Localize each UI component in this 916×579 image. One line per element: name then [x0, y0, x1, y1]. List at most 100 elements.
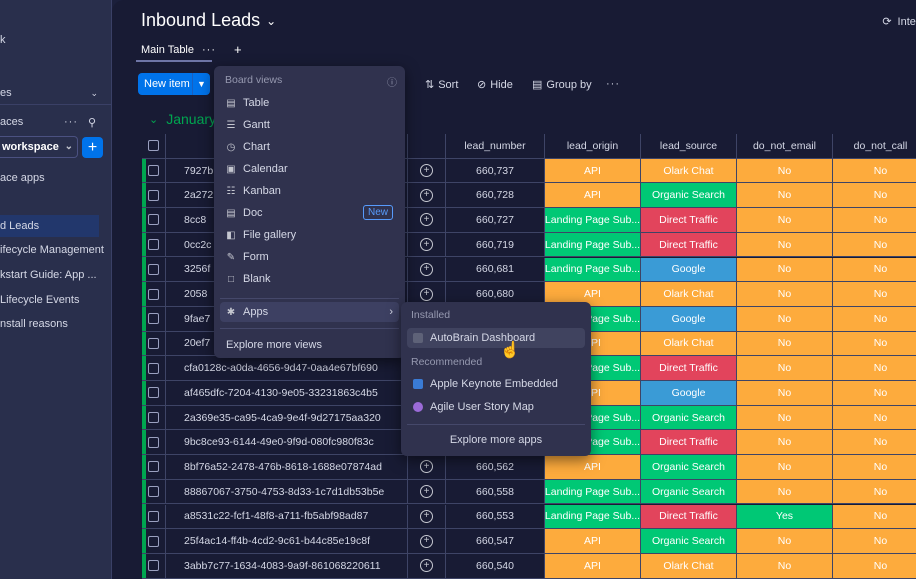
- do-not-call-status[interactable]: No: [833, 257, 916, 283]
- more-icon[interactable]: ···: [202, 43, 216, 56]
- table-row[interactable]: 8cc8 +660,727 Landing Page Sub... Direct Tr…: [142, 208, 916, 233]
- checkbox[interactable]: [148, 189, 159, 201]
- row-checkbox-cell[interactable]: [142, 331, 166, 357]
- lead-origin-status[interactable]: API: [545, 553, 641, 579]
- do-not-call-status[interactable]: No: [833, 208, 916, 233]
- do-not-call-status[interactable]: No: [833, 331, 916, 357]
- table-row[interactable]: 0cc2c +660,719 Landing Page Sub... Direct T…: [142, 232, 916, 258]
- sidebar-item-workspaces[interactable]: aces ··· ⚲: [0, 116, 97, 129]
- do-not-email-status[interactable]: No: [737, 331, 833, 357]
- do-not-email-status[interactable]: No: [737, 479, 833, 505]
- lead-source-status[interactable]: Olark Chat: [641, 158, 737, 184]
- menu-item-doc[interactable]: ▤ Doc New: [220, 203, 399, 223]
- checkbox[interactable]: [148, 239, 159, 251]
- row-checkbox-cell[interactable]: [142, 208, 166, 233]
- add-update-icon[interactable]: +: [420, 509, 433, 523]
- menu-item-blank[interactable]: □ Blank: [227, 273, 271, 285]
- row-checkbox-cell[interactable]: [142, 356, 166, 381]
- row-checkbox-cell[interactable]: [142, 183, 166, 209]
- tab-main-table[interactable]: Main Table: [141, 43, 194, 56]
- row-checkbox-cell[interactable]: [142, 529, 166, 554]
- do-not-email-status[interactable]: Yes: [737, 504, 833, 530]
- table-row[interactable]: 2058 +660,680 API Olark Chat No No: [142, 282, 916, 307]
- do-not-call-status[interactable]: No: [833, 529, 916, 554]
- item-name[interactable]: a8531c22-fcf1-48f8-a711-fb5abf98ad87: [166, 504, 408, 530]
- sidebar-item-workspace-apps[interactable]: ace apps: [0, 172, 45, 184]
- lead-source-status[interactable]: Organic Search: [641, 183, 737, 209]
- menu-item-form[interactable]: ✎ Form: [226, 251, 269, 263]
- updates-cell[interactable]: +: [408, 208, 446, 233]
- do-not-email-status[interactable]: No: [737, 381, 833, 406]
- do-not-call-status[interactable]: No: [833, 183, 916, 209]
- checkbox[interactable]: [148, 412, 159, 424]
- checkbox[interactable]: [148, 387, 159, 399]
- do-not-call-status[interactable]: No: [833, 430, 916, 456]
- integrate-button[interactable]: ⟳ Integ: [882, 15, 916, 29]
- row-checkbox-cell[interactable]: [142, 479, 166, 505]
- do-not-email-status[interactable]: No: [737, 306, 833, 332]
- lead-source-status[interactable]: Organic Search: [641, 479, 737, 505]
- do-not-call-status[interactable]: No: [833, 306, 916, 332]
- sort-button[interactable]: ⇅ Sort: [425, 78, 459, 92]
- item-name[interactable]: 3abb7c77-1634-4083-9a9f-861068220611: [166, 553, 408, 579]
- add-update-icon[interactable]: +: [420, 164, 433, 178]
- chevron-down-icon[interactable]: ▼: [192, 73, 210, 95]
- checkbox[interactable]: [148, 486, 159, 498]
- lead-source-status[interactable]: Organic Search: [641, 405, 737, 431]
- board-title[interactable]: Inbound Leads ⌄: [141, 10, 277, 30]
- checkbox[interactable]: [148, 288, 159, 300]
- updates-cell[interactable]: +: [408, 158, 446, 184]
- do-not-email-status[interactable]: No: [737, 208, 833, 233]
- lead-origin-status[interactable]: API: [545, 529, 641, 554]
- menu-item-gantt[interactable]: ☰ Gantt: [226, 119, 270, 131]
- add-update-icon[interactable]: +: [420, 213, 433, 227]
- header-checkbox[interactable]: [142, 134, 166, 159]
- lead-source-status[interactable]: Olark Chat: [641, 282, 737, 307]
- app-agile-user-story-map[interactable]: Agile User Story Map: [407, 397, 585, 417]
- menu-item-chart[interactable]: ◷ Chart: [226, 141, 270, 153]
- do-not-email-status[interactable]: No: [737, 430, 833, 456]
- do-not-email-status[interactable]: No: [737, 529, 833, 554]
- lead-source-status[interactable]: Organic Search: [641, 529, 737, 554]
- lead-source-status[interactable]: Olark Chat: [641, 553, 737, 579]
- do-not-email-status[interactable]: No: [737, 183, 833, 209]
- row-checkbox-cell[interactable]: [142, 455, 166, 480]
- lead-source-status[interactable]: Direct Traffic: [641, 208, 737, 233]
- do-not-email-status[interactable]: No: [737, 455, 833, 480]
- hide-button[interactable]: ⊘ Hide: [477, 78, 513, 92]
- lead-source-status[interactable]: Direct Traffic: [641, 232, 737, 258]
- do-not-call-status[interactable]: No: [833, 356, 916, 381]
- sidebar-item-lifecycle-events[interactable]: Lifecycle Events: [0, 294, 80, 306]
- explore-more-views[interactable]: Explore more views: [226, 339, 322, 351]
- row-checkbox-cell[interactable]: [142, 257, 166, 283]
- lead-origin-status[interactable]: Landing Page Sub...: [545, 232, 641, 258]
- checkbox[interactable]: [148, 165, 159, 177]
- checkbox[interactable]: [148, 214, 159, 226]
- lead-origin-status[interactable]: API: [545, 455, 641, 480]
- add-update-icon[interactable]: +: [420, 238, 433, 252]
- more-icon[interactable]: ···: [606, 78, 620, 90]
- lead-source-status[interactable]: Google: [641, 381, 737, 406]
- do-not-email-status[interactable]: No: [737, 282, 833, 307]
- checkbox[interactable]: [148, 313, 159, 325]
- checkbox[interactable]: [148, 337, 159, 349]
- updates-cell[interactable]: +: [408, 529, 446, 554]
- add-update-icon[interactable]: +: [420, 559, 433, 573]
- do-not-call-status[interactable]: No: [833, 381, 916, 406]
- lead-source-status[interactable]: Google: [641, 257, 737, 283]
- add-update-icon[interactable]: +: [420, 534, 433, 548]
- row-checkbox-cell[interactable]: [142, 232, 166, 258]
- updates-cell[interactable]: +: [408, 553, 446, 579]
- do-not-email-status[interactable]: No: [737, 257, 833, 283]
- sidebar-item-k[interactable]: k: [0, 34, 6, 46]
- add-update-icon[interactable]: +: [420, 188, 433, 202]
- do-not-call-status[interactable]: No: [833, 282, 916, 307]
- lead-origin-status[interactable]: API: [545, 158, 641, 184]
- add-update-icon[interactable]: +: [420, 485, 433, 499]
- menu-item-kanban[interactable]: ☷ Kanban: [226, 185, 281, 197]
- lead-origin-status[interactable]: Landing Page Sub...: [545, 208, 641, 233]
- app-autobrain-dashboard[interactable]: AutoBrain Dashboard: [407, 328, 585, 348]
- group-by-button[interactable]: ▤ Group by: [532, 78, 592, 92]
- row-checkbox-cell[interactable]: [142, 553, 166, 579]
- updates-cell[interactable]: +: [408, 479, 446, 505]
